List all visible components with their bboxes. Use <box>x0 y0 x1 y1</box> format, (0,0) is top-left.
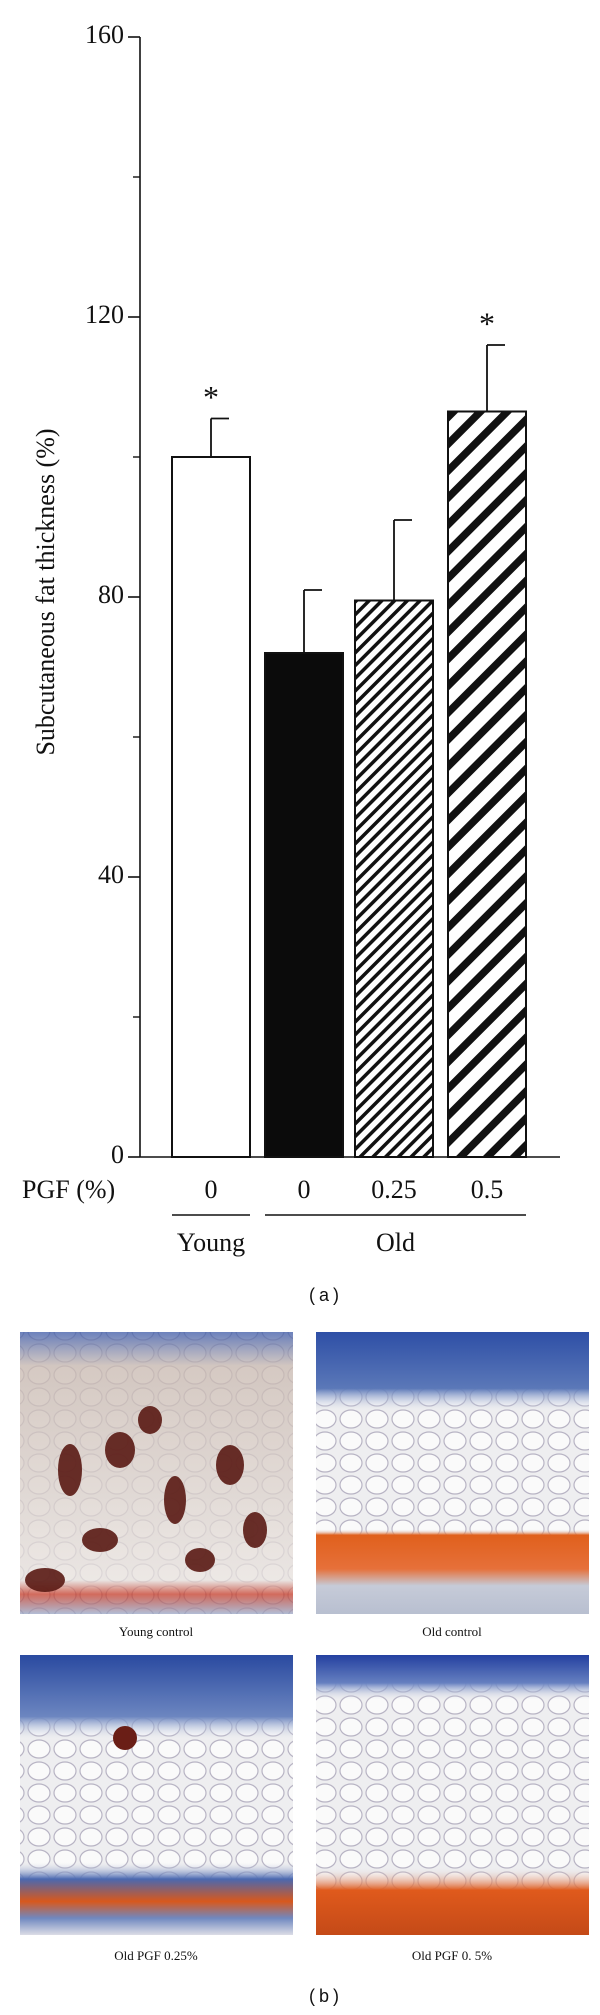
caption: Old control <box>422 1624 482 1639</box>
bar <box>171 456 251 1158</box>
y-tick-label: 0 <box>111 1140 124 1169</box>
group-label: Young <box>177 1228 245 1257</box>
panel-label: (a) <box>309 1285 343 1305</box>
micrograph <box>20 1332 293 1614</box>
significance-mark: * <box>203 379 219 415</box>
x-axis-label: PGF (%) <box>22 1175 115 1204</box>
y-tick-label: 120 <box>85 300 124 329</box>
y-tick-label: 160 <box>85 20 124 49</box>
group-label: Old <box>376 1228 415 1257</box>
y-tick-label: 40 <box>98 860 124 889</box>
micrograph <box>316 1332 589 1614</box>
panel-label: (b) <box>309 1986 343 2006</box>
bar <box>264 652 344 1158</box>
bar <box>447 410 527 1158</box>
x-tick-label: 0.25 <box>371 1175 417 1204</box>
x-tick-label: 0 <box>205 1175 218 1204</box>
y-axis-label: Subcutaneous fat thickness (%) <box>31 428 60 755</box>
micrograph <box>20 1655 293 1935</box>
y-tick-label: 80 <box>98 580 124 609</box>
micrograph <box>316 1655 589 1935</box>
caption: Old PGF 0.25% <box>114 1948 198 1963</box>
caption: Old PGF 0. 5% <box>412 1948 492 1963</box>
significance-mark: * <box>479 305 495 341</box>
bar <box>354 599 434 1158</box>
caption: Young control <box>119 1624 194 1639</box>
x-tick-label: 0 <box>298 1175 311 1204</box>
x-tick-label: 0.5 <box>471 1175 504 1204</box>
